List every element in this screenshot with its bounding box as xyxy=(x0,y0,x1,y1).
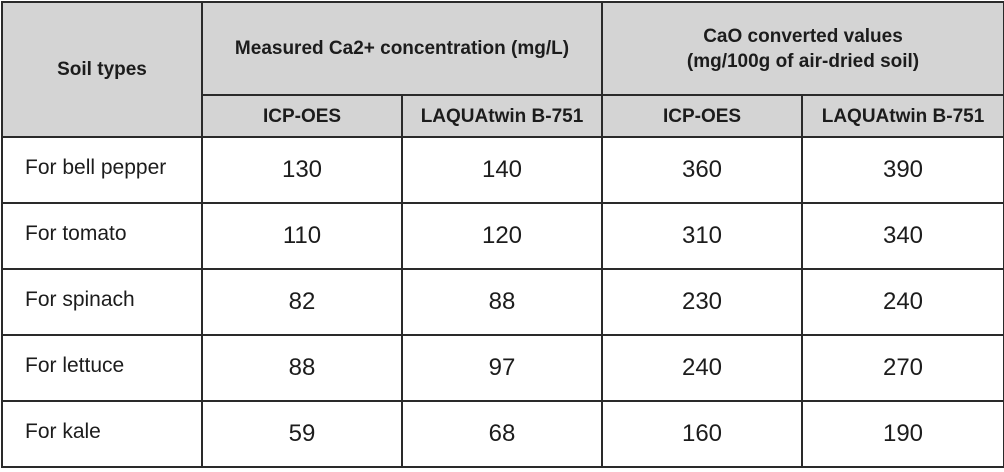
header-measured-ca: Measured Ca2+ concentration (mg/L) xyxy=(201,1,603,96)
header-cao-line1: CaO converted values xyxy=(703,25,903,47)
value-cell: 110 xyxy=(201,202,403,270)
value-cell: 88 xyxy=(401,268,603,336)
subheader-laquatwin: LAQUAtwin B-751 xyxy=(800,94,1004,138)
value-cell: 270 xyxy=(800,334,1004,402)
table-row: For bell pepper 130 140 360 390 xyxy=(1,136,1004,204)
value-cell: 160 xyxy=(601,400,803,468)
subheader-icp-oes: ICP-OES xyxy=(201,94,403,138)
soil-type-cell: For kale xyxy=(1,400,203,468)
subheader-laquatwin: LAQUAtwin B-751 xyxy=(401,94,603,138)
value-cell: 140 xyxy=(401,136,603,204)
header-soil-types: Soil types xyxy=(1,1,203,138)
value-cell: 82 xyxy=(201,268,403,336)
value-cell: 310 xyxy=(601,202,803,270)
value-cell: 97 xyxy=(401,334,603,402)
table-row: For tomato 110 120 310 340 xyxy=(1,202,1004,270)
value-cell: 240 xyxy=(800,268,1004,336)
value-cell: 120 xyxy=(401,202,603,270)
value-cell: 68 xyxy=(401,400,603,468)
value-cell: 59 xyxy=(201,400,403,468)
value-cell: 390 xyxy=(800,136,1004,204)
table-row: For kale 59 68 160 190 xyxy=(1,400,1004,468)
table-row: For lettuce 88 97 240 270 xyxy=(1,334,1004,402)
table-row: For spinach 82 88 230 240 xyxy=(1,268,1004,336)
value-cell: 190 xyxy=(800,400,1004,468)
subheader-icp-oes: ICP-OES xyxy=(601,94,803,138)
soil-type-cell: For bell pepper xyxy=(1,136,203,204)
value-cell: 360 xyxy=(601,136,803,204)
soil-type-cell: For lettuce xyxy=(1,334,203,402)
soil-type-cell: For tomato xyxy=(1,202,203,270)
soil-type-cell: For spinach xyxy=(1,268,203,336)
value-cell: 88 xyxy=(201,334,403,402)
value-cell: 340 xyxy=(800,202,1004,270)
header-row-sub: ICP-OES LAQUAtwin B-751 ICP-OES LAQUAtwi… xyxy=(2,94,1004,138)
value-cell: 240 xyxy=(601,334,803,402)
header-cao-line2: (mg/100g of air-dried soil) xyxy=(686,50,920,72)
header-row-top: Soil types Measured Ca2+ concentration (… xyxy=(1,1,1004,138)
value-cell: 230 xyxy=(601,268,803,336)
header-cao-converted: CaO converted values (mg/100g of air-dri… xyxy=(600,1,1004,96)
value-cell: 130 xyxy=(201,136,403,204)
